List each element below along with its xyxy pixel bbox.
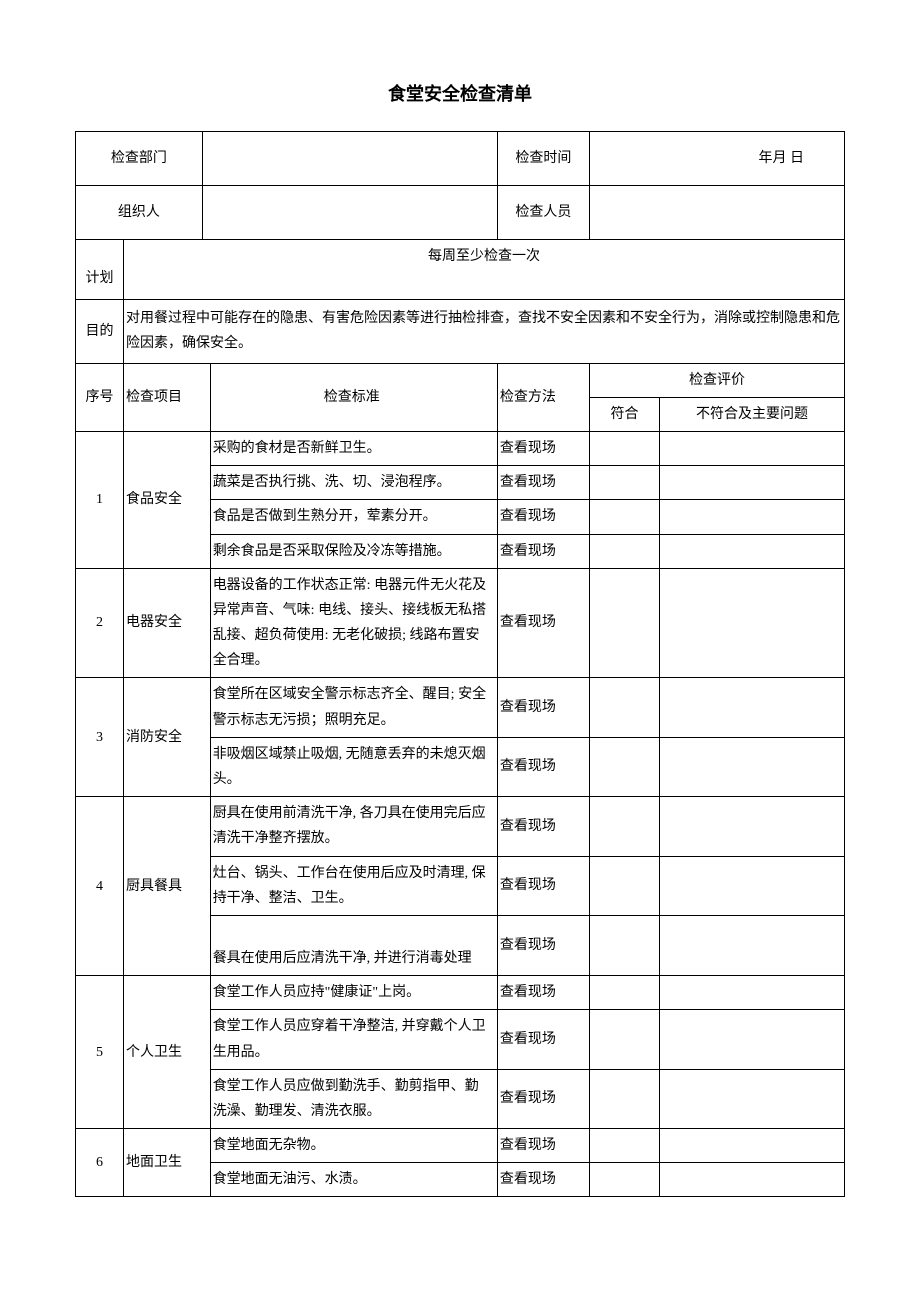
header-eval: 检查评价 [589,363,844,397]
row-nonconform [660,500,845,534]
row-method: 查看现场 [497,678,589,737]
row-standard: 食堂工作人员应穿着干净整洁, 并穿戴个人卫生用品。 [210,1010,497,1069]
purpose-label: 目的 [76,300,124,363]
row-method: 查看现场 [497,500,589,534]
row-nonconform [660,976,845,1010]
row-conform [589,856,659,915]
row-method: 查看现场 [497,534,589,568]
row-method: 查看现场 [497,737,589,796]
row-seq: 5 [76,976,124,1129]
row-nonconform [660,534,845,568]
document-title: 食堂安全检查清单 [75,80,845,106]
row-method: 查看现场 [497,466,589,500]
row-conform [589,534,659,568]
organizer-label: 组织人 [76,186,203,240]
row-method: 查看现场 [497,1129,589,1163]
row-standard: 食堂地面无杂物。 [210,1129,497,1163]
row-standard: 食品是否做到生熟分开，荤素分开。 [210,500,497,534]
row-standard: 食堂工作人员应持"健康证"上岗。 [210,976,497,1010]
row-seq: 6 [76,1129,124,1197]
row-conform [589,568,659,678]
row-conform [589,500,659,534]
row-nonconform [660,1129,845,1163]
row-nonconform [660,797,845,856]
row-conform [589,1069,659,1128]
header-conform: 符合 [589,397,659,431]
checklist-table: 检查部门 检查时间 年月 日 组织人 检查人员 计划 每周至少检查一次 目的 对… [75,131,845,1197]
row-item: 电器安全 [124,568,211,678]
row-conform [589,737,659,796]
row-conform [589,797,659,856]
row-nonconform [660,1163,845,1197]
row-conform [589,431,659,465]
row-method: 查看现场 [497,915,589,975]
plan-content: 每周至少检查一次 [124,240,845,300]
row-seq: 3 [76,678,124,797]
plan-label: 计划 [76,240,124,300]
row-standard: 电器设备的工作状态正常: 电器元件无火花及异常声音、气味: 电线、接头、接线板无… [210,568,497,678]
inspector-label: 检查人员 [497,186,589,240]
row-standard: 非吸烟区域禁止吸烟, 无随意丢弃的未熄灭烟头。 [210,737,497,796]
date-value: 年月 日 [589,132,844,186]
row-item: 个人卫生 [124,976,211,1129]
dept-value [202,132,497,186]
row-standard: 蔬菜是否执行挑、洗、切、浸泡程序。 [210,466,497,500]
purpose-content: 对用餐过程中可能存在的隐患、有害危险因素等进行抽检排查，查找不安全因素和不安全行… [124,300,845,363]
row-nonconform [660,1069,845,1128]
header-method: 检查方法 [497,363,589,431]
row-nonconform [660,856,845,915]
row-standard: 食堂所在区域安全警示标志齐全、醒目; 安全警示标志无污损；照明充足。 [210,678,497,737]
row-nonconform [660,466,845,500]
row-method: 查看现场 [497,568,589,678]
row-method: 查看现场 [497,1163,589,1197]
row-nonconform [660,431,845,465]
organizer-value [202,186,497,240]
row-nonconform [660,915,845,975]
row-standard: 食堂地面无油污、水渍。 [210,1163,497,1197]
row-standard: 食堂工作人员应做到勤洗手、勤剪指甲、勤洗澡、勤理发、清洗衣服。 [210,1069,497,1128]
row-seq: 4 [76,797,124,976]
inspector-value [589,186,844,240]
header-standard: 检查标准 [210,363,497,431]
row-method: 查看现场 [497,1010,589,1069]
row-method: 查看现场 [497,431,589,465]
row-conform [589,678,659,737]
row-method: 查看现场 [497,856,589,915]
time-label: 检查时间 [497,132,589,186]
row-nonconform [660,568,845,678]
row-standard: 灶台、锅头、工作台在使用后应及时清理, 保持干净、整洁、卫生。 [210,856,497,915]
row-conform [589,466,659,500]
header-item: 检查项目 [124,363,211,431]
row-method: 查看现场 [497,1069,589,1128]
row-standard: 餐具在使用后应清洗干净, 并进行消毒处理 [210,915,497,975]
row-standard: 剩余食品是否采取保险及冷冻等措施。 [210,534,497,568]
row-item: 厨具餐具 [124,797,211,976]
row-standard: 采购的食材是否新鲜卫生。 [210,431,497,465]
dept-label: 检查部门 [76,132,203,186]
row-seq: 2 [76,568,124,678]
header-seq: 序号 [76,363,124,431]
row-conform [589,1129,659,1163]
row-item: 地面卫生 [124,1129,211,1197]
row-conform [589,915,659,975]
row-method: 查看现场 [497,976,589,1010]
row-nonconform [660,678,845,737]
row-conform [589,1010,659,1069]
row-method: 查看现场 [497,797,589,856]
row-seq: 1 [76,431,124,568]
header-nonconform: 不符合及主要问题 [660,397,845,431]
row-standard: 厨具在使用前清洗干净, 各刀具在使用完后应清洗干净整齐摆放。 [210,797,497,856]
row-nonconform [660,1010,845,1069]
row-conform [589,1163,659,1197]
row-item: 食品安全 [124,431,211,568]
row-conform [589,976,659,1010]
row-item: 消防安全 [124,678,211,797]
row-nonconform [660,737,845,796]
